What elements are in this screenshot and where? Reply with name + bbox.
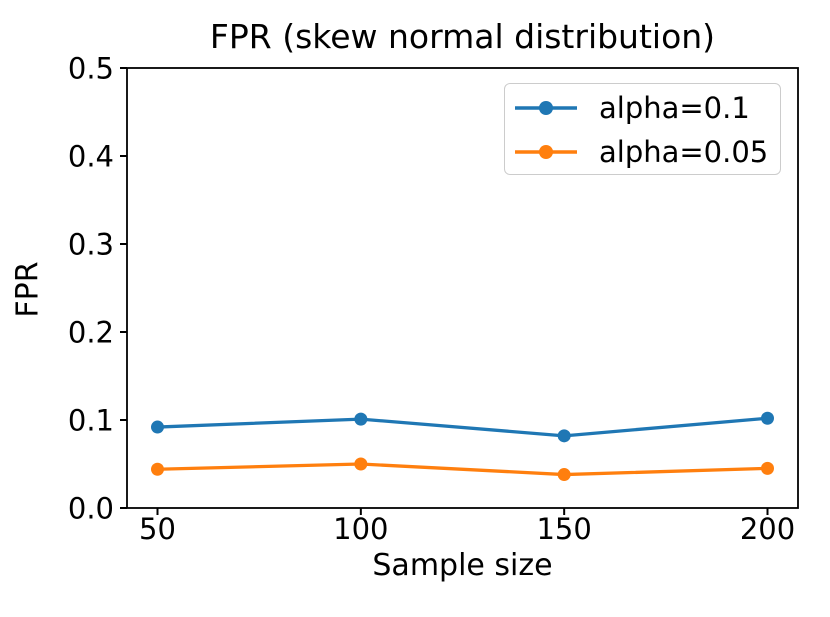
x-tick-label: 100 <box>333 512 388 546</box>
chart-title: FPR (skew normal distribution) <box>209 17 716 56</box>
x-axis-label: Sample size <box>372 548 553 583</box>
y-tick-label: 0.4 <box>68 140 114 174</box>
x-tick-label: 50 <box>139 512 176 546</box>
data-point-alpha=0.05-x150 <box>557 468 571 482</box>
data-point-alpha=0.1-x200 <box>761 411 774 425</box>
y-tick-label: 0.0 <box>68 492 114 526</box>
y-tick-label: 0.2 <box>68 316 114 350</box>
legend-line-sample-icon <box>515 145 577 159</box>
data-point-alpha=0.05-x200 <box>761 461 774 475</box>
legend-marker-icon <box>539 145 553 159</box>
legend-marker-icon <box>539 101 553 115</box>
legend-label: alpha=0.1 <box>599 91 750 125</box>
data-point-alpha=0.1-x50 <box>151 420 164 434</box>
legend-entry-alpha-0.1: alpha=0.1 <box>505 86 780 130</box>
x-tick-label: 200 <box>740 512 795 546</box>
data-point-alpha=0.05-x50 <box>151 462 164 476</box>
series-line-alpha=0.05 <box>157 462 768 477</box>
data-point-alpha=0.05-x100 <box>354 457 368 471</box>
legend-entry-alpha-0.05: alpha=0.05 <box>505 130 780 174</box>
y-tick-label: 0.1 <box>68 404 114 438</box>
plot-border <box>126 67 799 509</box>
legend-label: alpha=0.05 <box>599 135 769 169</box>
legend-line-sample-icon <box>515 101 577 115</box>
data-point-alpha=0.1-x150 <box>557 429 571 443</box>
data-point-alpha=0.1-x100 <box>354 412 368 426</box>
y-tick-label: 0.5 <box>68 52 114 86</box>
x-tick-label: 150 <box>536 512 591 546</box>
series-line-alpha=0.1 <box>157 416 768 438</box>
y-tick-label: 0.3 <box>68 228 114 262</box>
legend: alpha=0.1 alpha=0.05 <box>504 83 781 175</box>
